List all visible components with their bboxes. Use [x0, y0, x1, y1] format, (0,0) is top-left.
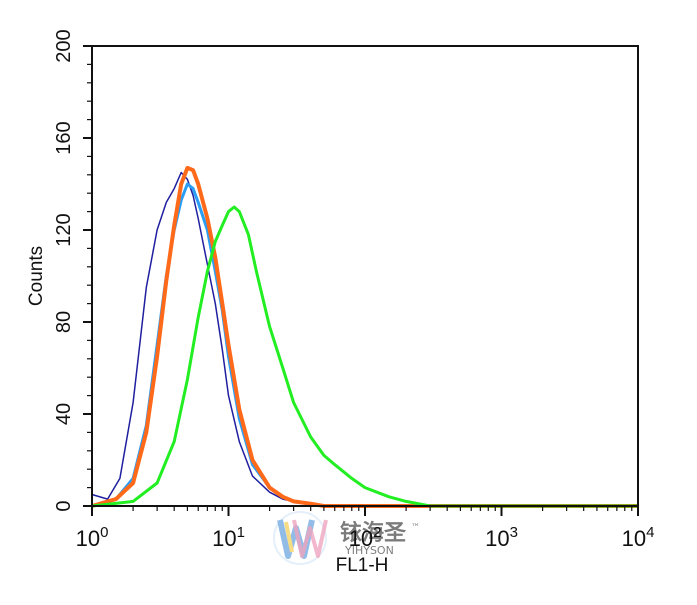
- x-tick-label: 101: [212, 524, 245, 551]
- y-tick-label: 120: [53, 213, 75, 246]
- x-axis-title: FL1-H: [336, 555, 389, 576]
- y-tick-label: 80: [53, 311, 75, 333]
- x-tick-label: 102: [349, 524, 382, 551]
- histogram-series-layer: [91, 165, 638, 508]
- x-tick-label: 100: [76, 524, 109, 551]
- x-tick-label: 104: [622, 524, 655, 551]
- y-tick-label: 0: [53, 500, 75, 511]
- watermark-cn-text: 铱海圣: [340, 520, 407, 546]
- watermark-emblem-icon: [273, 511, 328, 565]
- y-tick-label: 160: [53, 121, 75, 154]
- y-axis-ticks: 0 40 80 120 160 200: [53, 29, 92, 512]
- x-tick-label: 103: [485, 524, 518, 551]
- histogram-series-3: [91, 165, 638, 508]
- y-tick-label: 200: [53, 29, 75, 62]
- histogram-series-4: [91, 205, 638, 508]
- watermark-en-text: YIHYSON: [344, 544, 394, 557]
- watermark-logo: 铱海圣 ™ YIHYSON: [273, 511, 420, 565]
- watermark-tm: ™: [411, 523, 420, 533]
- y-axis-title: Counts: [26, 246, 47, 306]
- x-axis-ticks: 100 101 102 103 104: [76, 506, 655, 551]
- y-tick-label: 40: [53, 403, 75, 425]
